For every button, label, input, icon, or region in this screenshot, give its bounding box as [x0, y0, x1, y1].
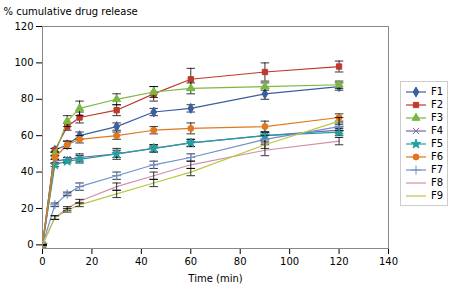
html-text:F9: F9	[431, 190, 444, 201]
svg-text:120: 120	[14, 20, 33, 31]
svg-text:100: 100	[14, 57, 33, 68]
svg-text:40: 40	[21, 166, 34, 177]
html-text:F4: F4	[431, 125, 444, 136]
svg-text:Time (min): Time (min)	[187, 272, 242, 283]
svg-text:80: 80	[234, 255, 247, 266]
html-text:F1: F1	[431, 86, 444, 97]
html-text:F2: F2	[431, 99, 444, 110]
html-text:F5: F5	[431, 138, 444, 149]
html-text:F6: F6	[431, 151, 444, 162]
html-text:F7: F7	[431, 164, 444, 175]
svg-text:60: 60	[21, 129, 34, 140]
svg-text:60: 60	[184, 255, 197, 266]
html-text:F8: F8	[431, 177, 444, 188]
svg-text:20: 20	[21, 202, 34, 213]
svg-text:140: 140	[379, 255, 398, 266]
html-text:F3: F3	[431, 112, 444, 123]
svg-text:20: 20	[86, 255, 99, 266]
svg-text:100: 100	[280, 255, 299, 266]
svg-text:% cumulative drug release: % cumulative drug release	[4, 5, 138, 16]
svg-text:0: 0	[39, 255, 45, 266]
svg-text:120: 120	[330, 255, 349, 266]
svg-text:80: 80	[21, 93, 34, 104]
svg-text:40: 40	[135, 255, 148, 266]
svg-text:0: 0	[27, 239, 33, 250]
